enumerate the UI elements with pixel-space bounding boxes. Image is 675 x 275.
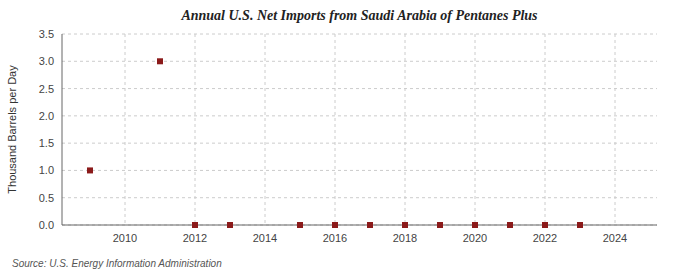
point	[577, 222, 583, 228]
point	[437, 222, 443, 228]
y-tick-label: 3.5	[39, 28, 54, 40]
y-grid-line	[62, 225, 657, 226]
point	[297, 222, 303, 228]
y-tick-label: 3.0	[39, 55, 54, 67]
points	[87, 58, 583, 228]
grid	[62, 34, 657, 225]
x-tick-label: 2016	[323, 232, 347, 244]
y-grid-line	[62, 170, 657, 171]
y-axis-label: Thousand Barrels per Day	[6, 65, 18, 194]
y-grid-line	[62, 115, 657, 116]
x-grid-line	[545, 34, 546, 225]
y-grid-line	[62, 61, 657, 62]
x-grid-line	[615, 34, 616, 225]
y-grid-line	[62, 143, 657, 144]
point	[367, 222, 373, 228]
point	[227, 222, 233, 228]
y-tick-label: 1.5	[39, 137, 54, 149]
x-axis-line	[62, 225, 657, 226]
point	[157, 58, 163, 64]
title: Annual U.S. Net Imports from Saudi Arabi…	[180, 8, 538, 23]
x-grid-line	[475, 34, 476, 225]
x-tick-label: 2010	[113, 232, 137, 244]
point	[332, 222, 338, 228]
x-grid-line	[405, 34, 406, 225]
y-tick-label: 0.0	[39, 219, 54, 231]
point	[507, 222, 513, 228]
y-axis-line	[62, 34, 63, 225]
y-tick-label: 2.0	[39, 110, 54, 122]
point	[87, 167, 93, 173]
source-note: Source: U.S. Energy Information Administ…	[12, 258, 222, 269]
chart: 0.0 0.5 1.0 1.5 2.0 2.5 3.0 3.5 2010 2012 2014 2016…	[0, 0, 675, 275]
x-tick-label: 2018	[393, 232, 417, 244]
y-grid-line	[62, 88, 657, 89]
y-tick-label: 2.5	[39, 83, 54, 95]
x-grid-line	[195, 34, 196, 225]
y-tick-label: 1.0	[39, 164, 54, 176]
x-grid-line	[335, 34, 336, 225]
x-grid-line	[125, 34, 126, 225]
x-tick-label: 2022	[533, 232, 557, 244]
point	[472, 222, 478, 228]
y-tick-label: 0.5	[39, 192, 54, 204]
x-tick-label: 2014	[253, 232, 277, 244]
tick-labels: 0.0 0.5 1.0 1.5 2.0 2.5 3.0 3.5 2010 2012 2014 2016…	[39, 28, 628, 244]
x-tick-label: 2024	[603, 232, 627, 244]
point	[542, 222, 548, 228]
x-grid-line	[265, 34, 266, 225]
y-grid-line	[62, 34, 657, 35]
x-tick-label: 2020	[463, 232, 487, 244]
point	[402, 222, 408, 228]
y-grid-line	[62, 197, 657, 198]
x-tick-label: 2012	[183, 232, 207, 244]
point	[192, 222, 198, 228]
